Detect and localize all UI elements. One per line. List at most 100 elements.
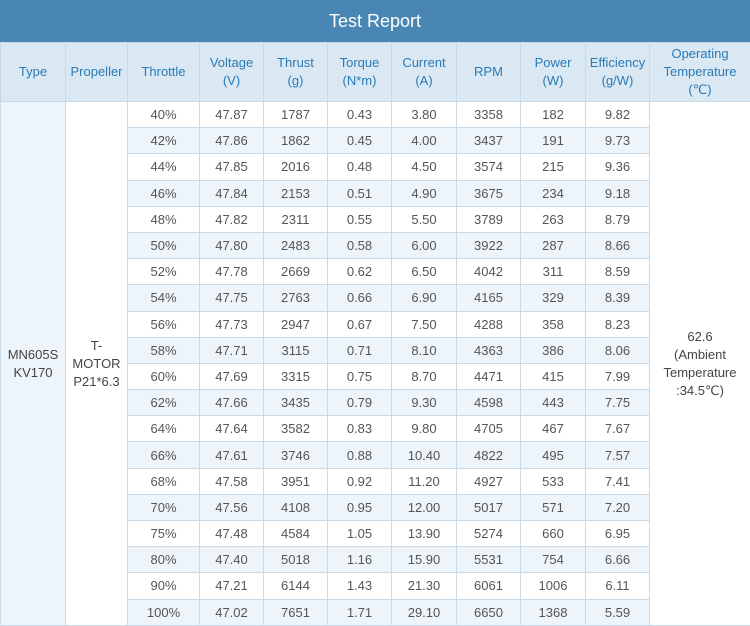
table-cell: 358 <box>520 310 586 338</box>
table-cell: 7.99 <box>585 362 650 391</box>
operating-temperature-cell: 62.6 (Ambient Temperature:34.5℃) <box>649 101 750 626</box>
table-cell: 70% <box>127 493 200 522</box>
table-cell: 2763 <box>263 284 328 312</box>
table-cell: 0.66 <box>327 284 392 312</box>
table-row: 46% 47.84 2153 0.51 4.90 3675 234 9.18 <box>1 179 750 207</box>
table-cell: 47.56 <box>199 493 264 522</box>
table-cell: 56% <box>127 310 200 338</box>
table-cell: 47.82 <box>199 205 264 233</box>
column-header-unit: Temperature <box>663 64 737 79</box>
propeller-line: MOTOR <box>72 355 121 371</box>
table-cell: 48% <box>127 205 200 233</box>
table-row: 70% 47.56 4108 0.95 12.00 5017 571 7.20 <box>1 493 750 522</box>
table-row: 56% 47.73 2947 0.67 7.50 4288 358 8.23 <box>1 310 750 338</box>
table-cell: 6.11 <box>585 572 650 600</box>
table-cell: 47.80 <box>199 231 264 260</box>
table-cell: 2669 <box>263 258 328 286</box>
table-row: 100% 47.02 7651 1.71 29.10 6650 1368 5.59 <box>1 598 750 626</box>
table-cell: 4165 <box>456 284 521 312</box>
table-cell: 0.88 <box>327 441 392 469</box>
table-cell: 660 <box>520 519 586 548</box>
table-cell: 8.06 <box>585 336 650 364</box>
table-cell: 3922 <box>456 231 521 260</box>
column-header: RPM <box>456 42 521 102</box>
table-cell: 215 <box>520 153 586 181</box>
table-cell: 2947 <box>263 310 328 338</box>
table-cell: 0.79 <box>327 389 392 417</box>
table-cell: 47.58 <box>199 467 264 495</box>
table-cell: 182 <box>520 100 586 129</box>
table-cell: 311 <box>520 258 586 286</box>
table-cell: 0.71 <box>327 336 392 364</box>
table-cell: 47.48 <box>199 519 264 548</box>
column-header-label: Efficiency <box>589 55 646 70</box>
table-cell: 8.23 <box>585 310 650 338</box>
table-body: MN605S KV170 T- MOTOR P21*6.3 40% 47.87 1787 0.4… <box>0 100 750 626</box>
table-cell: 4363 <box>456 336 521 364</box>
table-cell: 8.70 <box>391 362 457 391</box>
table-row: 44% 47.85 2016 0.48 4.50 3574 215 9.36 <box>1 153 750 181</box>
table-row: 80% 47.40 5018 1.16 15.90 5531 754 6.66 <box>1 546 750 574</box>
table-cell: 1.05 <box>327 519 392 548</box>
table-row: 54% 47.75 2763 0.66 6.90 4165 329 8.39 <box>1 284 750 312</box>
table-row: 48% 47.82 2311 0.55 5.50 3789 263 8.79 <box>1 205 750 233</box>
table-cell: 50% <box>127 231 200 260</box>
table-cell: 3437 <box>456 127 521 155</box>
column-header-label: RPM <box>474 64 503 79</box>
table-cell: 9.18 <box>585 179 650 207</box>
table-cell: 11.20 <box>391 467 457 495</box>
type-line: KV170 <box>13 364 53 380</box>
table-cell: 68% <box>127 467 200 495</box>
table-cell: 0.75 <box>327 362 392 391</box>
table-cell: 9.80 <box>391 415 457 443</box>
table-cell: 5531 <box>456 546 521 574</box>
table-cell: 47.66 <box>199 389 264 417</box>
table-row: 68% 47.58 3951 0.92 11.20 4927 533 7.41 <box>1 467 750 495</box>
table-cell: 29.10 <box>391 598 457 626</box>
table-row: 58% 47.71 3115 0.71 8.10 4363 386 8.06 <box>1 336 750 364</box>
table-cell: 42% <box>127 127 200 155</box>
table-cell: 62% <box>127 389 200 417</box>
table-cell: 0.92 <box>327 467 392 495</box>
table-cell: 1862 <box>263 127 328 155</box>
table-cell: 7.57 <box>585 441 650 469</box>
table-cell: 7.75 <box>585 389 650 417</box>
table-cell: 47.64 <box>199 415 264 443</box>
table-cell: 0.51 <box>327 179 392 207</box>
table-cell: 100% <box>127 598 200 626</box>
propeller-line: P21*6.3 <box>73 373 120 389</box>
column-header-label: Throttle <box>141 64 186 79</box>
column-header-unit: (W) <box>542 73 564 88</box>
table-cell: 15.90 <box>391 546 457 574</box>
table-cell: 4.00 <box>391 127 457 155</box>
temperature-line: :34.5℃) <box>676 382 724 398</box>
column-header-unit: (N*m) <box>342 73 377 88</box>
table-cell: 5.59 <box>585 598 650 626</box>
column-header-unit: (A) <box>415 73 433 88</box>
temperature-line: Temperature <box>663 364 737 380</box>
table-cell: 7.20 <box>585 493 650 522</box>
table-row: 50% 47.80 2483 0.58 6.00 3922 287 8.66 <box>1 231 750 260</box>
table-cell: 234 <box>520 179 586 207</box>
table-cell: 47.40 <box>199 546 264 574</box>
table-cell: 9.82 <box>585 100 650 129</box>
table-cell: 0.43 <box>327 100 392 129</box>
type-cell: MN605S KV170 <box>0 101 66 626</box>
table-cell: 75% <box>127 519 200 548</box>
table-cell: 90% <box>127 572 200 600</box>
table-cell: 7.67 <box>585 415 650 443</box>
table-cell: 0.62 <box>327 258 392 286</box>
column-header: Current (A) <box>391 42 457 102</box>
column-header: Efficiency (g/W) <box>585 42 650 102</box>
table-cell: 10.40 <box>391 441 457 469</box>
table-cell: 58% <box>127 336 200 364</box>
table-cell: 5018 <box>263 546 328 574</box>
column-header-label: Operating <box>671 46 729 61</box>
table-cell: 21.30 <box>391 572 457 600</box>
table-cell: 3746 <box>263 441 328 469</box>
type-line: MN605S <box>7 346 59 362</box>
table-cell: 4.50 <box>391 153 457 181</box>
column-header: Propeller <box>65 42 128 102</box>
table-cell: 6.66 <box>585 546 650 574</box>
